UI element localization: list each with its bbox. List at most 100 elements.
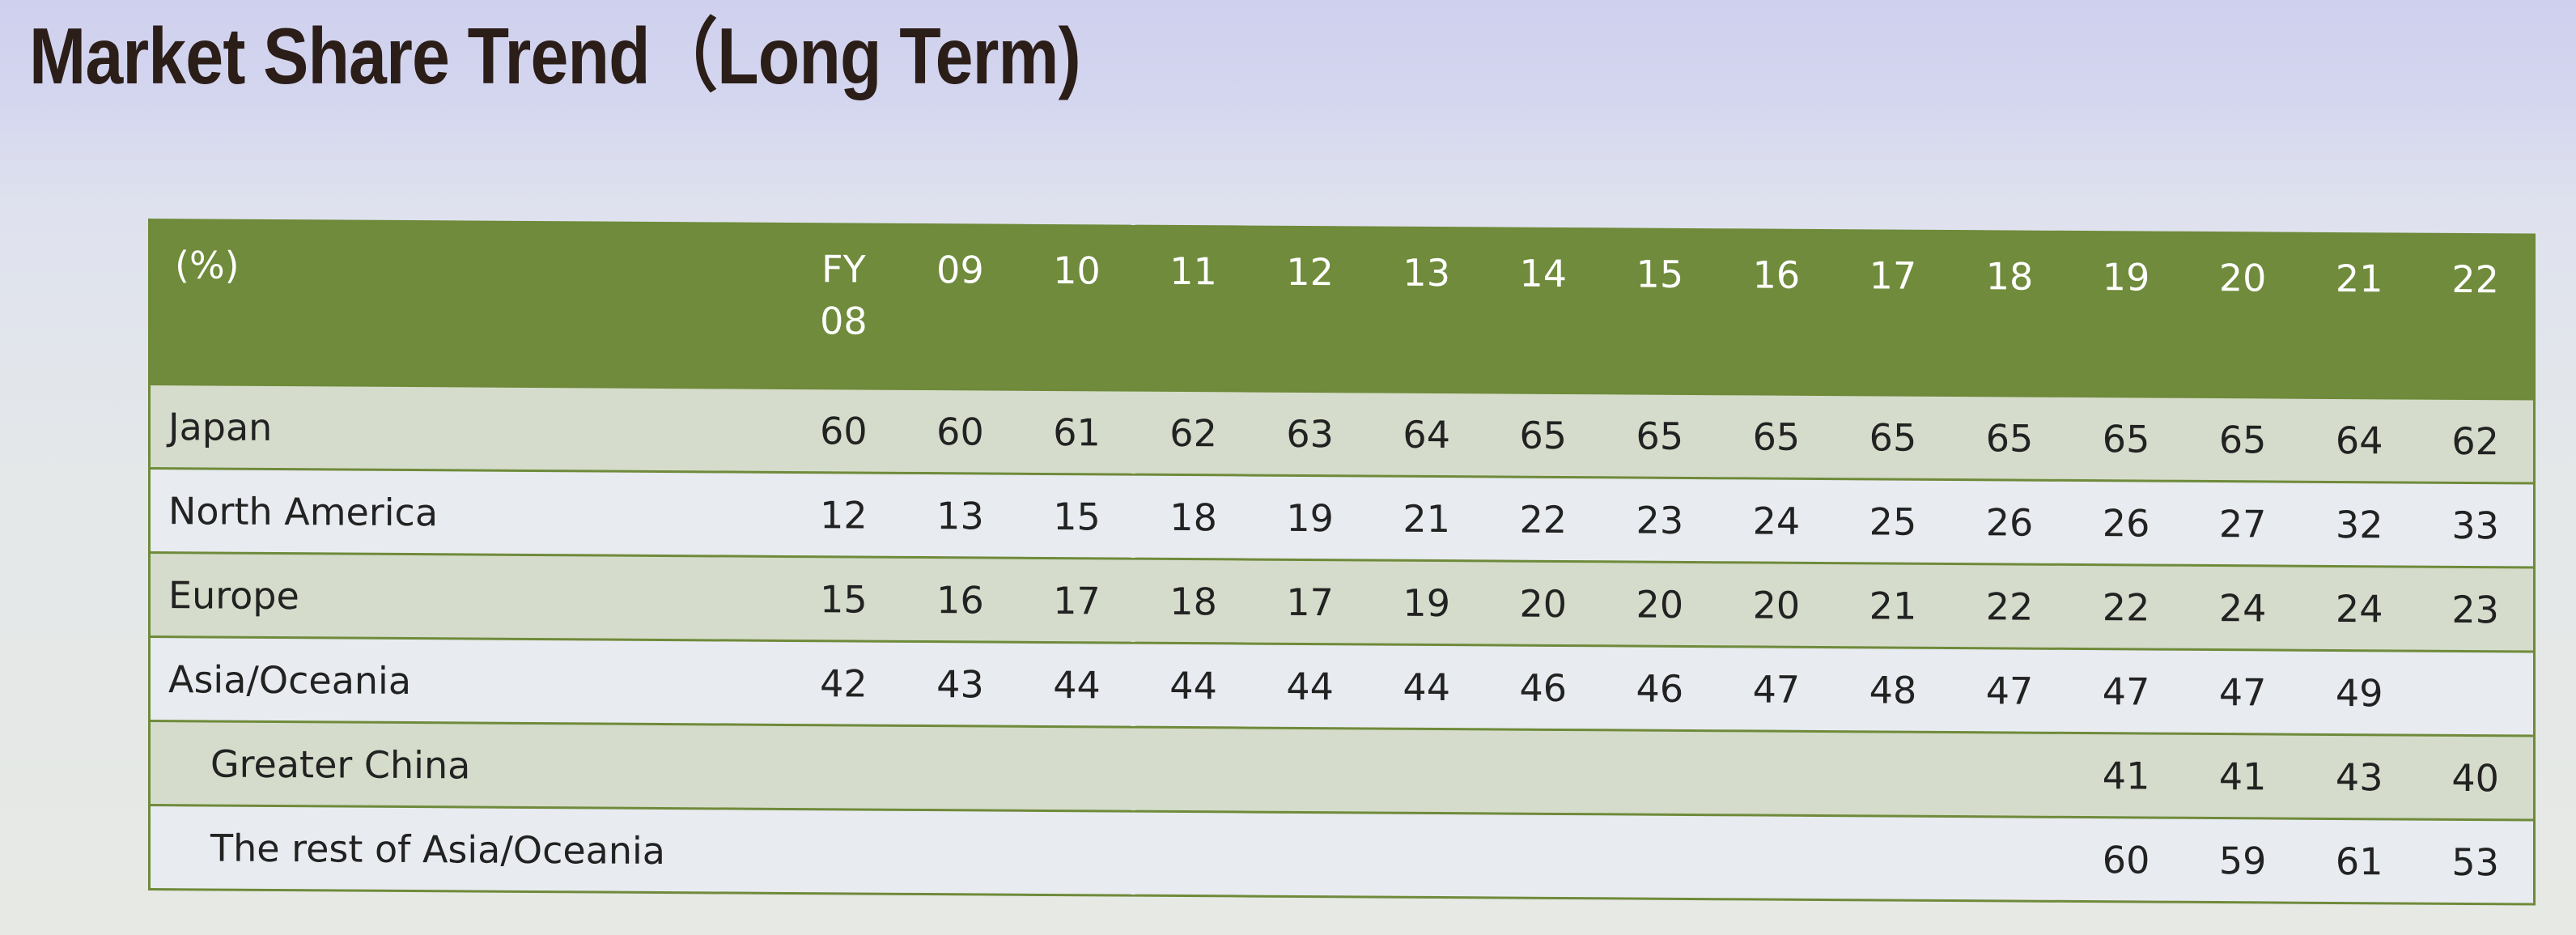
empty-cell xyxy=(1018,726,1135,812)
share-value-cell: 24 xyxy=(2184,565,2302,651)
share-value-cell: 17 xyxy=(1018,558,1135,644)
table-region-row: North America 12 13 15 18 19 21 22 23 24 25 26 26 27 3… xyxy=(149,468,2535,568)
empty-cell xyxy=(785,725,902,810)
empty-cell xyxy=(1251,728,1369,813)
share-value-cell: 21 xyxy=(1368,475,1485,561)
table-subregion-row: Greater China 41 41 43 40 xyxy=(149,720,2535,821)
column-header-year: 18 xyxy=(1950,231,2069,397)
share-value-cell: 23 xyxy=(1601,477,1718,563)
share-value-cell: 65 xyxy=(1834,394,1951,480)
fiscal-year-prefix: FY xyxy=(821,247,866,291)
share-value-cell: 44 xyxy=(1018,642,1135,728)
share-value-cell: 47 xyxy=(1717,646,1835,732)
share-value-cell: 60 xyxy=(2068,817,2185,903)
slide-title: Market Share Trend（Long Term) xyxy=(29,11,1081,100)
column-header-year: 19 xyxy=(2068,232,2185,397)
share-value-cell: 62 xyxy=(2417,398,2535,484)
table-body: Japan 60 60 61 62 63 64 65 65 65 65 65 65 65 64 62 North… xyxy=(149,384,2535,905)
year-label: 15 xyxy=(1636,252,1684,296)
share-value-cell: 43 xyxy=(2301,734,2418,820)
year-label: 20 xyxy=(2218,256,2267,300)
column-header-year: 10 xyxy=(1018,225,1135,391)
year-label: 22 xyxy=(2451,257,2499,302)
column-header-year: 11 xyxy=(1135,226,1252,392)
share-value-cell: 44 xyxy=(1135,643,1252,729)
share-value-cell: 19 xyxy=(1368,559,1485,645)
table-region-row: Europe 15 16 17 18 17 19 20 20 20 21 22 22 24 24 23 xyxy=(149,552,2535,652)
unit-label: (%) xyxy=(149,219,786,389)
column-header-year: 17 xyxy=(1834,230,1951,396)
year-label: 14 xyxy=(1519,251,1568,296)
share-value-cell: 65 xyxy=(2184,397,2302,482)
empty-cell xyxy=(1368,812,1485,898)
share-value-cell: 24 xyxy=(2301,566,2418,652)
share-value-cell: 27 xyxy=(2184,481,2302,567)
row-label: Europe xyxy=(149,552,786,641)
share-value-cell: 65 xyxy=(2068,396,2185,482)
empty-cell xyxy=(1601,729,1718,815)
share-value-cell: 44 xyxy=(1251,644,1369,729)
column-header-year: 22 xyxy=(2417,234,2535,400)
column-header-year: 13 xyxy=(1368,227,1485,393)
year-label: 12 xyxy=(1286,249,1334,295)
share-value-cell: 20 xyxy=(1601,561,1718,647)
year-label: 19 xyxy=(2102,255,2150,300)
year-label: 08 xyxy=(820,299,868,343)
share-value-cell: 65 xyxy=(1950,395,2069,481)
share-value-cell: 62 xyxy=(1135,390,1252,476)
share-value-cell: 26 xyxy=(2068,480,2185,566)
year-label: 16 xyxy=(1752,253,1801,297)
year-label: 10 xyxy=(1053,249,1101,293)
empty-cell xyxy=(1717,730,1835,816)
row-label: Asia/Oceania xyxy=(149,636,786,725)
year-label: 09 xyxy=(936,248,984,292)
table-region-row: Japan 60 60 61 62 63 64 65 65 65 65 65 65 65 64 62 xyxy=(149,384,2535,484)
empty-cell xyxy=(1950,732,2069,818)
share-value-cell: 65 xyxy=(1601,393,1718,478)
share-value-cell: 65 xyxy=(1484,392,1602,478)
share-value-cell: 22 xyxy=(2068,564,2185,650)
share-value-cell: 20 xyxy=(1717,562,1835,648)
share-value-cell: 33 xyxy=(2417,482,2535,568)
share-value-cell: 18 xyxy=(1135,559,1252,644)
empty-cell xyxy=(1717,814,1835,900)
share-value-cell: 15 xyxy=(1018,474,1135,559)
share-value-cell: 64 xyxy=(2301,397,2418,483)
share-value-cell: 24 xyxy=(1717,478,1835,563)
year-label: 21 xyxy=(2335,256,2383,301)
share-value-cell: 32 xyxy=(2301,482,2418,567)
empty-cell xyxy=(2417,651,2535,737)
share-value-cell: 40 xyxy=(2417,735,2535,821)
year-label: 13 xyxy=(1403,250,1450,295)
share-value-cell: 60 xyxy=(902,389,1019,474)
share-value-cell: 47 xyxy=(2068,648,2185,734)
share-value-cell: 42 xyxy=(785,640,902,726)
column-header-year: 09 xyxy=(902,224,1019,390)
column-header-year: 14 xyxy=(1484,227,1602,393)
share-value-cell: 60 xyxy=(785,388,902,474)
share-value-cell: 61 xyxy=(1018,389,1135,475)
share-value-cell: 15 xyxy=(785,556,902,642)
empty-cell xyxy=(902,810,1019,895)
row-label: North America xyxy=(149,468,786,557)
share-value-cell: 47 xyxy=(1950,648,2069,733)
share-value-cell: 41 xyxy=(2184,733,2302,819)
column-header-year: 12 xyxy=(1251,227,1369,392)
share-value-cell: 19 xyxy=(1251,475,1369,560)
row-label: The rest of Asia/Oceania xyxy=(149,805,786,894)
empty-cell xyxy=(1135,727,1252,813)
share-value-cell: 23 xyxy=(2417,567,2535,652)
share-value-cell: 49 xyxy=(2301,650,2418,736)
empty-cell xyxy=(1135,811,1252,897)
share-value-cell: 12 xyxy=(785,472,902,558)
column-header-year: 16 xyxy=(1717,229,1835,395)
year-label: 17 xyxy=(1869,253,1917,298)
year-label: 11 xyxy=(1169,249,1217,294)
empty-cell xyxy=(1601,814,1718,899)
share-value-cell: 47 xyxy=(2184,649,2302,735)
share-value-cell: 48 xyxy=(1834,647,1951,733)
share-value-cell: 13 xyxy=(902,473,1019,559)
share-value-cell: 26 xyxy=(1950,479,2069,565)
column-header-year: FY 08 xyxy=(785,223,902,389)
column-header-year: 20 xyxy=(2184,232,2302,398)
